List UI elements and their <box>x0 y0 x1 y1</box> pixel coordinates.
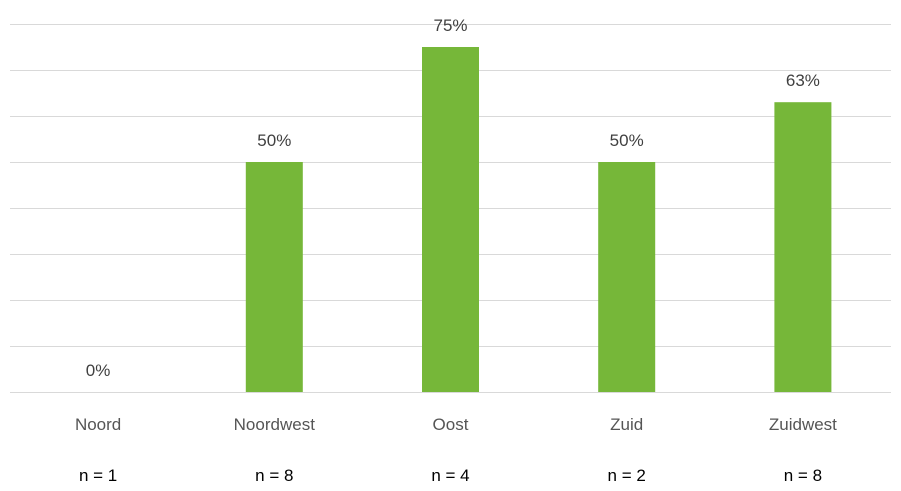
sample-size-zuid: n = 2 <box>608 466 646 485</box>
x-tick-label-noord: Noord <box>75 415 121 434</box>
bar-noordwest <box>245 162 303 392</box>
data-label-noord: 0% <box>86 361 111 380</box>
sample-size-noordwest: n = 8 <box>255 466 293 485</box>
data-label-zuidwest: 63% <box>786 71 820 90</box>
data-label-noordwest: 50% <box>257 131 291 150</box>
x-tick-labels: Noord Noordwest Oost Zuid Zuidwest <box>75 415 837 434</box>
sample-size-zuidwest: n = 8 <box>784 466 822 485</box>
data-labels: 0% 50% 75% 50% 63% <box>86 16 820 380</box>
x-tick-label-zuidwest: Zuidwest <box>769 415 837 434</box>
data-label-oost: 75% <box>433 16 467 35</box>
sample-size-noord: n = 1 <box>79 466 117 485</box>
data-label-zuid: 50% <box>610 131 644 150</box>
x-tick-label-zuid: Zuid <box>610 415 643 434</box>
sample-size-oost: n = 4 <box>431 466 469 485</box>
bar-zuidwest <box>774 102 832 392</box>
x-tick-label-noordwest: Noordwest <box>234 415 316 434</box>
sample-size-labels: n = 1 n = 8 n = 4 n = 2 n = 8 <box>79 466 822 485</box>
bar-zuid <box>598 162 656 392</box>
bars <box>245 47 832 392</box>
bar-oost <box>422 47 479 392</box>
x-tick-label-oost: Oost <box>433 415 469 434</box>
